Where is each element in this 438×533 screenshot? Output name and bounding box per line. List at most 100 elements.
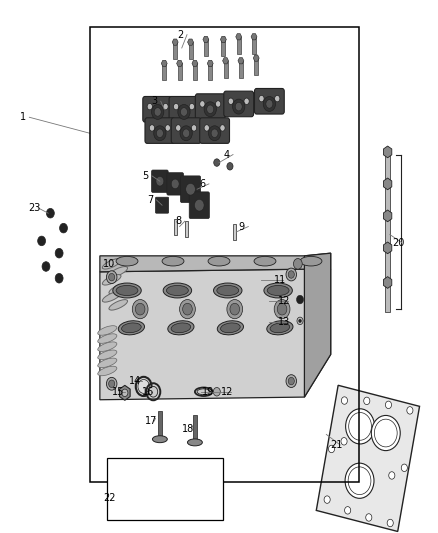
Bar	[233, 224, 236, 240]
Polygon shape	[187, 39, 194, 45]
Ellipse shape	[98, 350, 117, 360]
Text: 17: 17	[145, 416, 157, 426]
Ellipse shape	[98, 342, 117, 351]
Circle shape	[324, 496, 330, 503]
Circle shape	[374, 419, 397, 447]
Circle shape	[152, 104, 164, 119]
Circle shape	[401, 464, 407, 472]
Circle shape	[297, 317, 303, 325]
Circle shape	[214, 159, 220, 166]
Text: 19: 19	[201, 387, 214, 397]
FancyBboxPatch shape	[224, 91, 254, 117]
Circle shape	[263, 96, 276, 111]
Ellipse shape	[116, 286, 138, 295]
Polygon shape	[177, 60, 183, 67]
Circle shape	[227, 163, 233, 170]
Polygon shape	[192, 60, 198, 67]
Circle shape	[371, 415, 400, 450]
Circle shape	[122, 485, 128, 492]
Circle shape	[348, 467, 371, 495]
Ellipse shape	[163, 283, 192, 298]
Circle shape	[173, 486, 177, 491]
Circle shape	[346, 409, 374, 444]
Text: 18: 18	[182, 424, 194, 434]
Bar	[385, 154, 390, 182]
Bar	[162, 63, 166, 80]
Circle shape	[204, 102, 216, 117]
Ellipse shape	[168, 321, 194, 335]
Circle shape	[299, 319, 301, 322]
Circle shape	[154, 108, 161, 116]
Circle shape	[180, 499, 184, 505]
Ellipse shape	[187, 439, 202, 446]
Ellipse shape	[300, 256, 322, 266]
Circle shape	[274, 300, 290, 319]
Circle shape	[154, 126, 166, 141]
Ellipse shape	[109, 284, 127, 294]
Circle shape	[147, 103, 152, 110]
FancyBboxPatch shape	[107, 458, 223, 520]
Circle shape	[178, 104, 190, 119]
Text: 2: 2	[177, 30, 184, 39]
Circle shape	[259, 95, 264, 102]
Text: 5: 5	[142, 171, 148, 181]
Bar	[188, 42, 193, 59]
Circle shape	[55, 248, 63, 258]
Circle shape	[38, 236, 46, 246]
Circle shape	[364, 397, 370, 405]
Circle shape	[293, 259, 302, 269]
Text: 11: 11	[274, 275, 286, 285]
Bar	[254, 58, 258, 75]
Circle shape	[173, 103, 179, 110]
Text: 22: 22	[103, 494, 116, 503]
Ellipse shape	[267, 321, 293, 335]
FancyBboxPatch shape	[169, 96, 199, 122]
Polygon shape	[207, 60, 213, 67]
Circle shape	[200, 101, 205, 107]
Circle shape	[275, 95, 280, 102]
Circle shape	[328, 445, 335, 453]
Ellipse shape	[122, 323, 141, 333]
Bar	[239, 61, 243, 78]
Circle shape	[46, 208, 54, 218]
Text: 12: 12	[278, 296, 290, 306]
Circle shape	[286, 375, 297, 387]
Bar	[385, 186, 390, 214]
Polygon shape	[161, 60, 167, 67]
Circle shape	[215, 101, 221, 107]
Polygon shape	[120, 385, 130, 400]
FancyBboxPatch shape	[195, 94, 225, 119]
Ellipse shape	[197, 389, 210, 394]
FancyBboxPatch shape	[171, 118, 201, 143]
Bar	[173, 42, 177, 59]
Text: 16: 16	[142, 387, 155, 397]
Bar	[193, 415, 197, 440]
Bar	[252, 37, 256, 54]
Circle shape	[194, 199, 204, 211]
Text: 4: 4	[223, 150, 230, 159]
Bar	[150, 496, 152, 504]
FancyBboxPatch shape	[167, 173, 184, 195]
Text: 13: 13	[278, 318, 290, 327]
Circle shape	[180, 300, 195, 319]
Circle shape	[42, 262, 50, 271]
Circle shape	[211, 129, 218, 138]
Circle shape	[277, 303, 287, 315]
Ellipse shape	[152, 436, 167, 442]
Circle shape	[341, 438, 347, 445]
Circle shape	[165, 125, 170, 131]
Circle shape	[345, 463, 374, 498]
Text: 8: 8	[175, 216, 181, 226]
Circle shape	[183, 129, 190, 138]
Polygon shape	[236, 34, 242, 40]
Circle shape	[345, 507, 351, 514]
Ellipse shape	[214, 283, 242, 298]
Circle shape	[106, 271, 117, 284]
Polygon shape	[304, 253, 331, 397]
Circle shape	[122, 389, 128, 397]
Ellipse shape	[102, 259, 121, 269]
Circle shape	[204, 125, 209, 131]
Text: 7: 7	[147, 195, 153, 205]
Circle shape	[266, 100, 273, 108]
Bar	[184, 221, 187, 237]
